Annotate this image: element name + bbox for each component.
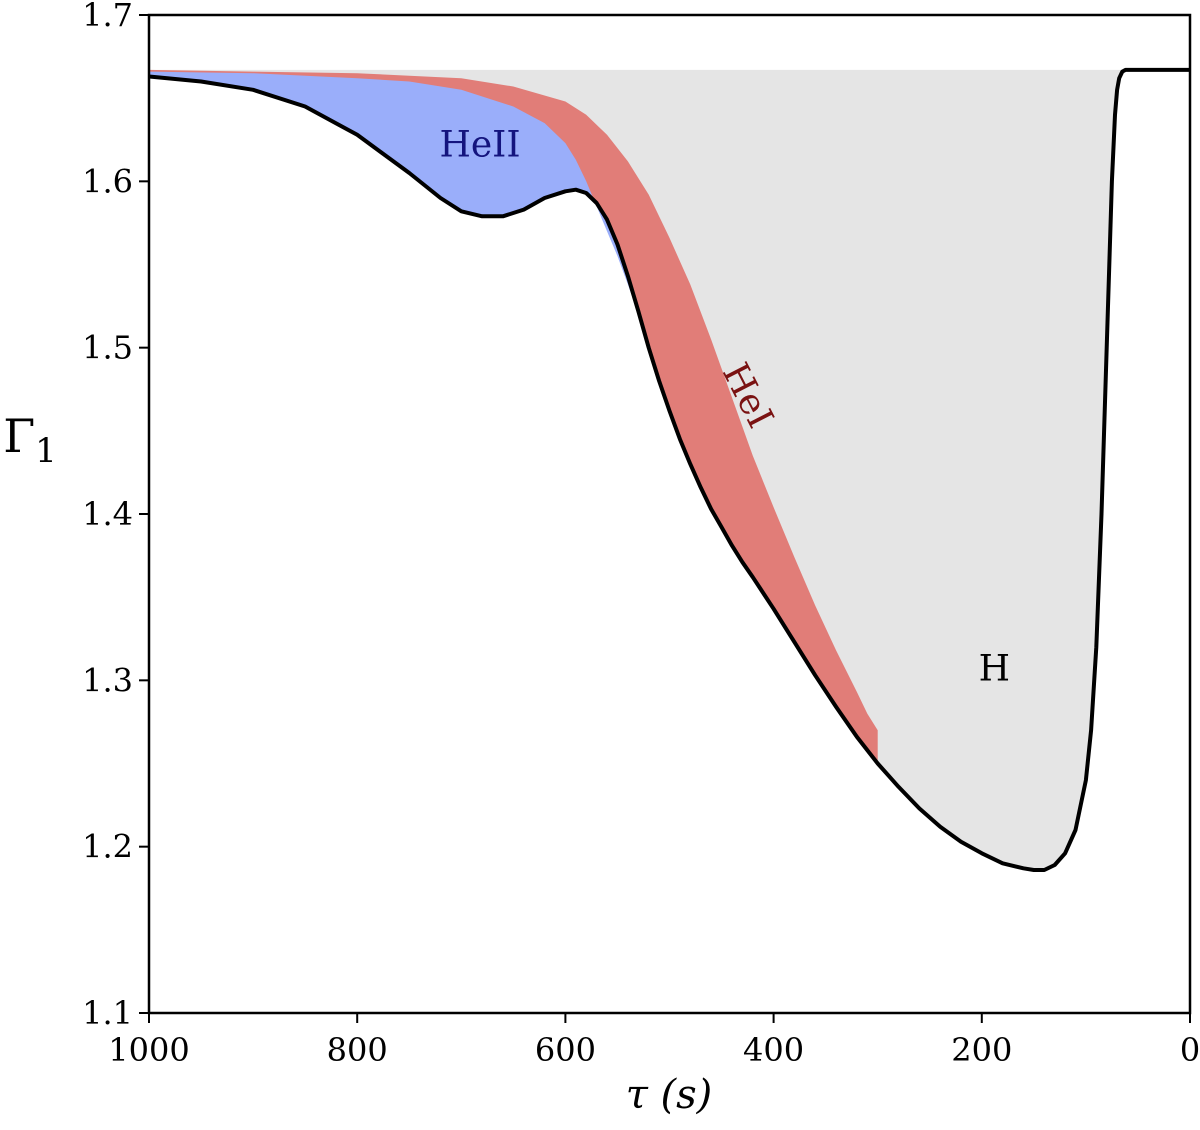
- y-tick-label: 1.2: [82, 828, 133, 866]
- x-tick-label: 0: [1180, 1031, 1200, 1069]
- heii-region-fill: [149, 71, 639, 315]
- gamma1-total-line: [149, 67, 1190, 872]
- x-axis: 1000 800 600 400 200 0: [108, 1013, 1200, 1069]
- x-tick-label: 1000: [108, 1031, 189, 1069]
- y-tick-label: 1.1: [82, 994, 133, 1032]
- y-tick-label: 1.5: [82, 329, 133, 367]
- x-tick-label: 800: [327, 1031, 388, 1069]
- x-axis-label: τ (s): [626, 1072, 713, 1118]
- x-tick-label: 600: [535, 1031, 596, 1069]
- y-axis-label-symbol: Γ: [3, 409, 35, 463]
- y-axis-label: Γ1: [3, 409, 57, 471]
- y-tick-label: 1.6: [82, 162, 133, 200]
- region-label-heii: HeII: [439, 124, 520, 165]
- x-tick-label: 200: [951, 1031, 1012, 1069]
- region-label-h: H: [979, 648, 1010, 689]
- x-tick-label: 400: [743, 1031, 804, 1069]
- y-tick-label: 1.7: [82, 0, 133, 34]
- y-tick-label: 1.3: [82, 661, 133, 699]
- y-axis: 1.1 1.2 1.3 1.4 1.5 1.6 1.7: [82, 0, 149, 1032]
- fill-layer: [149, 69, 1190, 870]
- h-region-fill: [149, 69, 1190, 870]
- line-layer: [149, 67, 1190, 872]
- y-axis-label-subscript: 1: [35, 431, 57, 471]
- y-tick-label: 1.4: [82, 495, 133, 533]
